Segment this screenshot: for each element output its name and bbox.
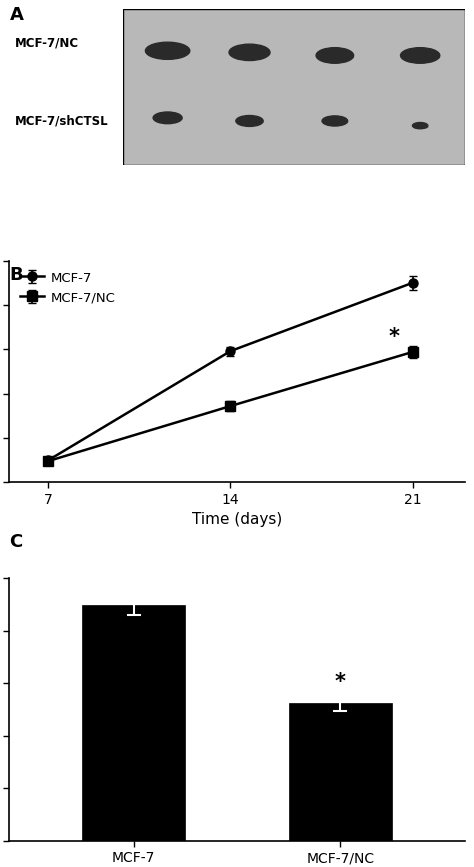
Text: MCF-7/shCTSL: MCF-7/shCTSL <box>15 114 109 127</box>
Ellipse shape <box>401 48 440 63</box>
Text: B: B <box>9 266 23 284</box>
Ellipse shape <box>146 42 190 59</box>
Text: *: * <box>389 327 400 347</box>
Bar <box>289 703 392 841</box>
Ellipse shape <box>149 50 189 55</box>
Ellipse shape <box>236 115 263 127</box>
Ellipse shape <box>414 127 428 128</box>
Ellipse shape <box>316 48 354 63</box>
Ellipse shape <box>319 55 354 59</box>
X-axis label: Time (days): Time (days) <box>192 512 282 527</box>
Text: MCF-7/NC: MCF-7/NC <box>15 36 79 49</box>
Ellipse shape <box>322 116 347 126</box>
FancyBboxPatch shape <box>123 9 465 165</box>
Ellipse shape <box>155 118 182 121</box>
Ellipse shape <box>324 121 347 124</box>
Ellipse shape <box>238 121 263 124</box>
Ellipse shape <box>412 122 428 129</box>
Legend: MCF-7, MCF-7/NC: MCF-7, MCF-7/NC <box>16 267 119 309</box>
Text: A: A <box>9 6 23 24</box>
Ellipse shape <box>153 112 182 124</box>
Ellipse shape <box>404 55 439 59</box>
Ellipse shape <box>229 44 270 61</box>
Text: *: * <box>335 672 346 692</box>
Ellipse shape <box>233 52 270 56</box>
Text: C: C <box>9 533 23 551</box>
Bar <box>82 604 185 841</box>
